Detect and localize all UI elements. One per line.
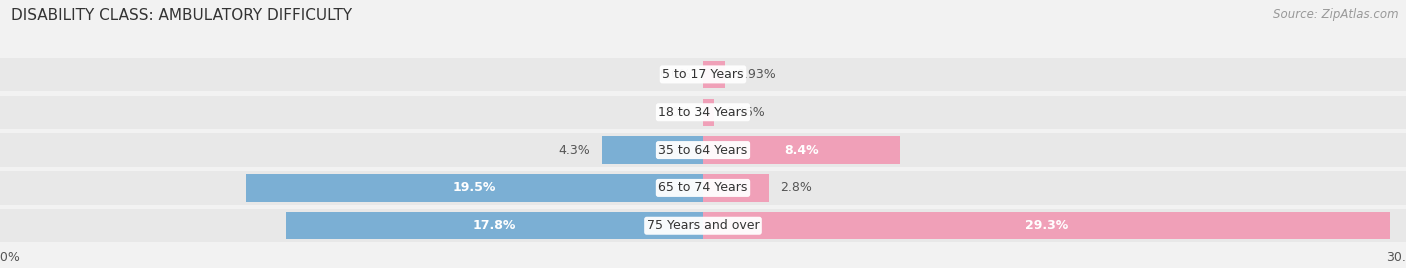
Text: Source: ZipAtlas.com: Source: ZipAtlas.com xyxy=(1274,8,1399,21)
Text: DISABILITY CLASS: AMBULATORY DIFFICULTY: DISABILITY CLASS: AMBULATORY DIFFICULTY xyxy=(11,8,353,23)
Text: 0.0%: 0.0% xyxy=(659,68,692,81)
Text: 2.8%: 2.8% xyxy=(780,181,813,194)
Bar xyxy=(703,99,714,126)
Bar xyxy=(0,209,1406,242)
Text: 18 to 34 Years: 18 to 34 Years xyxy=(658,106,748,119)
Bar xyxy=(703,212,1389,239)
Text: 75 Years and over: 75 Years and over xyxy=(647,219,759,232)
Bar xyxy=(703,61,725,88)
Text: 0.93%: 0.93% xyxy=(737,68,776,81)
Bar xyxy=(703,174,769,202)
Text: 0.46%: 0.46% xyxy=(725,106,765,119)
Text: 4.3%: 4.3% xyxy=(558,144,591,157)
Text: 19.5%: 19.5% xyxy=(453,181,496,194)
Bar xyxy=(602,136,703,164)
Bar xyxy=(703,136,900,164)
Text: 8.4%: 8.4% xyxy=(785,144,818,157)
Bar xyxy=(0,171,1406,204)
Bar xyxy=(0,58,1406,91)
Bar xyxy=(0,96,1406,129)
Bar xyxy=(246,174,703,202)
Text: 0.0%: 0.0% xyxy=(659,106,692,119)
Text: 29.3%: 29.3% xyxy=(1025,219,1069,232)
Text: 65 to 74 Years: 65 to 74 Years xyxy=(658,181,748,194)
Text: 35 to 64 Years: 35 to 64 Years xyxy=(658,144,748,157)
Bar xyxy=(285,212,703,239)
Bar xyxy=(0,133,1406,167)
Text: 5 to 17 Years: 5 to 17 Years xyxy=(662,68,744,81)
Text: 17.8%: 17.8% xyxy=(472,219,516,232)
